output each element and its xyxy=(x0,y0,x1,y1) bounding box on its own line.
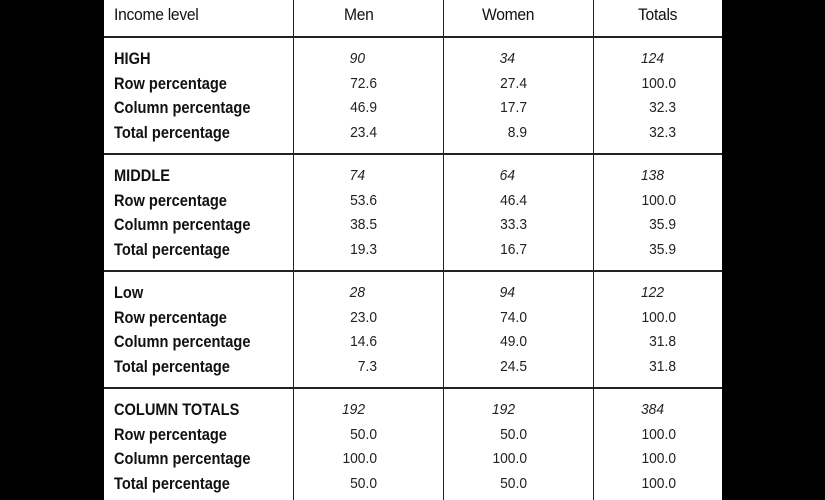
cell-women: 49.0 xyxy=(500,333,527,350)
cell-women: 64 xyxy=(499,167,515,184)
cell-men: 19.3 xyxy=(350,241,377,258)
cell-men: 72.6 xyxy=(350,75,377,92)
row-label: Row percentage xyxy=(114,74,227,93)
cell-women: 94 xyxy=(499,284,515,301)
column-divider xyxy=(293,0,294,500)
cell-totals: 122 xyxy=(640,284,664,301)
column-divider xyxy=(593,0,594,500)
row-label: Row percentage xyxy=(114,425,227,444)
row-divider xyxy=(104,36,722,38)
cell-men: 50.0 xyxy=(350,475,377,492)
cell-men: 23.0 xyxy=(350,309,377,326)
cell-totals: 100.0 xyxy=(641,475,676,492)
cell-women: 50.0 xyxy=(500,475,527,492)
row-label: Low xyxy=(114,283,144,302)
row-label: Column percentage xyxy=(114,98,251,117)
row-label: Row percentage xyxy=(114,191,227,210)
row-label: Total percentage xyxy=(114,474,230,493)
cell-women: 50.0 xyxy=(500,426,527,443)
cell-women: 34 xyxy=(499,50,515,67)
row-label: Row percentage xyxy=(114,308,227,327)
cell-women: 33.3 xyxy=(500,216,527,233)
row-label: Column percentage xyxy=(114,449,251,468)
cell-totals: 100.0 xyxy=(641,426,676,443)
cell-women: 8.9 xyxy=(507,124,527,141)
row-label: COLUMN TOTALS xyxy=(114,400,240,419)
cell-totals: 100.0 xyxy=(641,75,676,92)
cell-totals: 35.9 xyxy=(649,241,676,258)
cell-women: 24.5 xyxy=(500,358,527,375)
cell-totals: 124 xyxy=(640,50,664,67)
column-divider xyxy=(443,0,444,500)
cell-women: 17.7 xyxy=(500,99,527,116)
header-men: Men xyxy=(344,5,374,24)
cell-men: 100.0 xyxy=(342,450,377,467)
cell-women: 100.0 xyxy=(492,450,527,467)
cell-totals: 138 xyxy=(640,167,664,184)
cell-totals: 31.8 xyxy=(649,333,676,350)
cell-totals: 32.3 xyxy=(649,99,676,116)
row-label: HIGH xyxy=(114,49,151,68)
cell-men: 28 xyxy=(349,284,365,301)
cell-men: 23.4 xyxy=(350,124,377,141)
cell-men: 90 xyxy=(349,50,365,67)
cell-men: 74 xyxy=(349,167,365,184)
crosstab-table: Income level Men Women Totals HIGH 90 34 12… xyxy=(104,0,722,500)
row-label: Total percentage xyxy=(114,123,230,142)
header-totals: Totals xyxy=(638,5,678,24)
cell-totals: 384 xyxy=(640,401,664,418)
cell-women: 27.4 xyxy=(500,75,527,92)
cell-men: 14.6 xyxy=(350,333,377,350)
cell-men: 53.6 xyxy=(350,192,377,209)
row-divider xyxy=(104,270,722,272)
header-women: Women xyxy=(482,5,535,24)
row-label: Column percentage xyxy=(114,332,251,351)
row-divider xyxy=(104,153,722,155)
row-divider xyxy=(104,387,722,389)
cell-totals: 100.0 xyxy=(641,450,676,467)
cell-totals: 31.8 xyxy=(649,358,676,375)
cell-totals: 100.0 xyxy=(641,192,676,209)
cell-men: 7.3 xyxy=(357,358,377,375)
cell-women: 74.0 xyxy=(500,309,527,326)
cell-women: 16.7 xyxy=(500,241,527,258)
row-label: Total percentage xyxy=(114,357,230,376)
cell-totals: 35.9 xyxy=(649,216,676,233)
cell-men: 46.9 xyxy=(350,99,377,116)
header-income-level: Income level xyxy=(114,5,199,24)
cell-men: 192 xyxy=(341,401,365,418)
cell-women: 192 xyxy=(491,401,515,418)
row-label: MIDDLE xyxy=(114,166,171,185)
row-label: Column percentage xyxy=(114,215,251,234)
cell-men: 50.0 xyxy=(350,426,377,443)
cell-men: 38.5 xyxy=(350,216,377,233)
row-label: Total percentage xyxy=(114,240,230,259)
cell-totals: 32.3 xyxy=(649,124,676,141)
cell-totals: 100.0 xyxy=(641,309,676,326)
cell-women: 46.4 xyxy=(500,192,527,209)
